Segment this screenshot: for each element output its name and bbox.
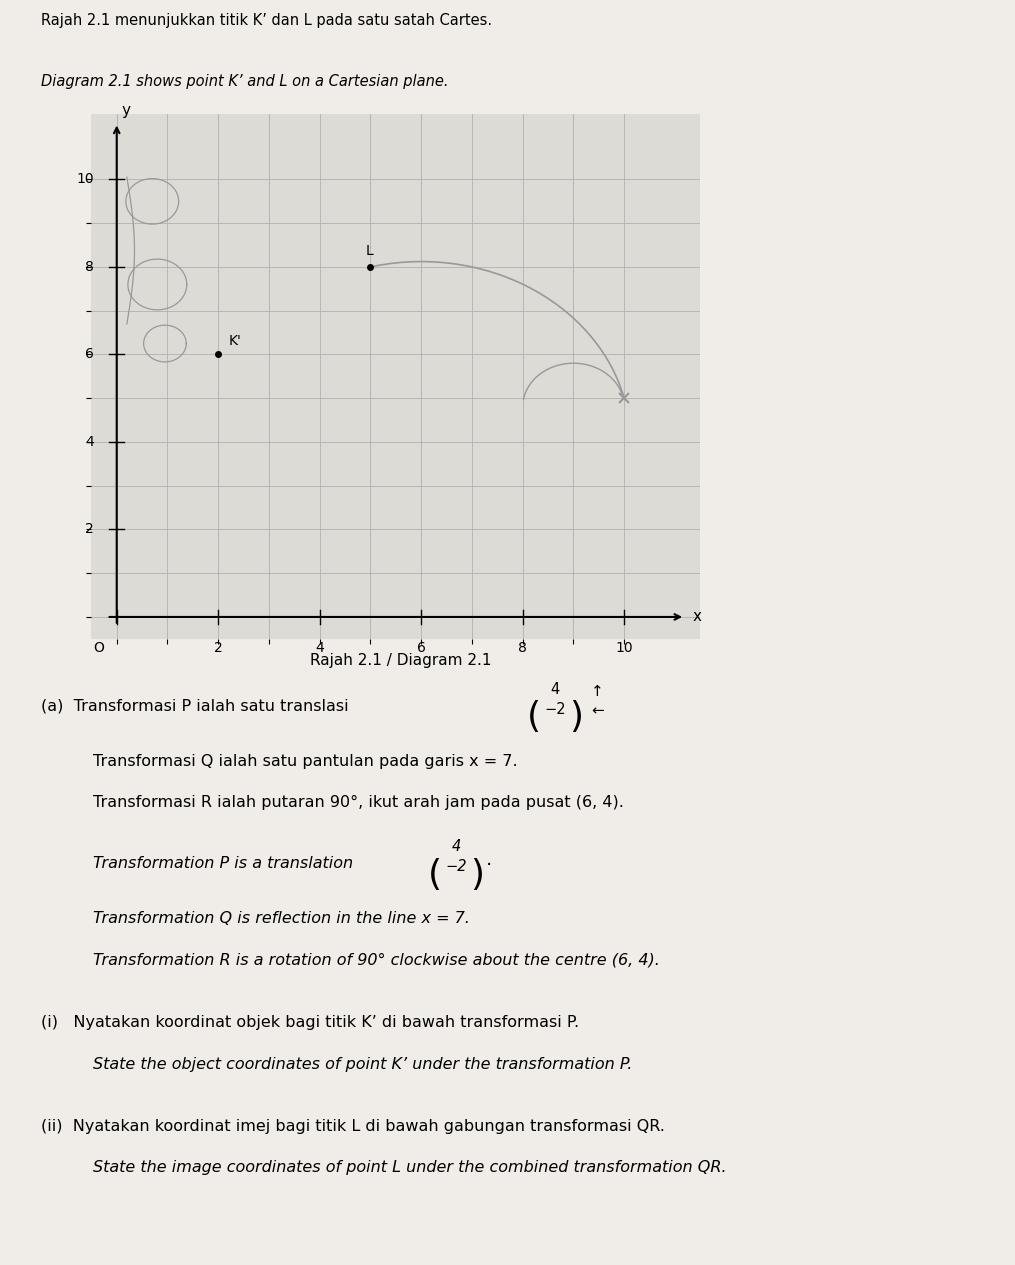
Text: Transformation R is a rotation of 90° clockwise about the centre (6, 4).: Transformation R is a rotation of 90° cl… — [92, 953, 660, 968]
Text: 6: 6 — [417, 641, 425, 655]
Text: 4: 4 — [316, 641, 324, 655]
Text: Transformation P is a translation: Transformation P is a translation — [92, 855, 352, 870]
Text: Rajah 2.1 / Diagram 2.1: Rajah 2.1 / Diagram 2.1 — [311, 653, 491, 668]
Text: (: ( — [428, 858, 443, 892]
Text: State the image coordinates of point L under the combined transformation QR.: State the image coordinates of point L u… — [92, 1160, 726, 1175]
Text: (ii)  Nyatakan koordinat imej bagi titik L di bawah gabungan transformasi QR.: (ii) Nyatakan koordinat imej bagi titik … — [41, 1118, 665, 1133]
Text: ↑: ↑ — [591, 684, 604, 700]
Text: Rajah 2.1 menunjukkan titik K’ dan L pada satu satah Cartes.: Rajah 2.1 menunjukkan titik K’ dan L pad… — [41, 13, 491, 28]
Text: 2: 2 — [214, 641, 222, 655]
Text: 10: 10 — [76, 172, 93, 186]
Text: (a)  Transformasi P ialah satu translasi: (a) Transformasi P ialah satu translasi — [41, 698, 348, 713]
Text: 8: 8 — [85, 261, 93, 275]
Text: K': K' — [228, 334, 242, 348]
Text: .: . — [486, 850, 492, 869]
Text: Diagram 2.1 shows point K’ and L on a Cartesian plane.: Diagram 2.1 shows point K’ and L on a Ca… — [41, 75, 448, 90]
Text: 4: 4 — [550, 682, 559, 697]
Text: ): ) — [568, 701, 583, 735]
Text: 4: 4 — [85, 435, 93, 449]
Text: 2: 2 — [85, 522, 93, 536]
Text: 4: 4 — [452, 840, 461, 854]
Text: x: x — [692, 610, 701, 625]
Text: ): ) — [470, 858, 484, 892]
Text: Transformation Q is reflection in the line x = 7.: Transformation Q is reflection in the li… — [92, 912, 469, 926]
Text: Transformasi R ialah putaran 90°, ikut arah jam pada pusat (6, 4).: Transformasi R ialah putaran 90°, ikut a… — [92, 796, 623, 811]
Text: (: ( — [527, 701, 541, 735]
Text: −2: −2 — [446, 859, 467, 874]
Text: 6: 6 — [85, 348, 93, 362]
Text: ←: ← — [591, 703, 604, 719]
Text: Transformasi Q ialah satu pantulan pada garis x = 7.: Transformasi Q ialah satu pantulan pada … — [92, 754, 517, 769]
Text: y: y — [122, 104, 131, 118]
Text: −2: −2 — [544, 702, 566, 716]
Text: State the object coordinates of point K’ under the transformation P.: State the object coordinates of point K’… — [92, 1056, 632, 1071]
Text: (i)   Nyatakan koordinat objek bagi titik K’ di bawah transformasi P.: (i) Nyatakan koordinat objek bagi titik … — [41, 1015, 579, 1030]
Text: O: O — [93, 641, 105, 655]
Text: 8: 8 — [519, 641, 527, 655]
Text: 10: 10 — [615, 641, 633, 655]
Text: L: L — [365, 244, 374, 258]
